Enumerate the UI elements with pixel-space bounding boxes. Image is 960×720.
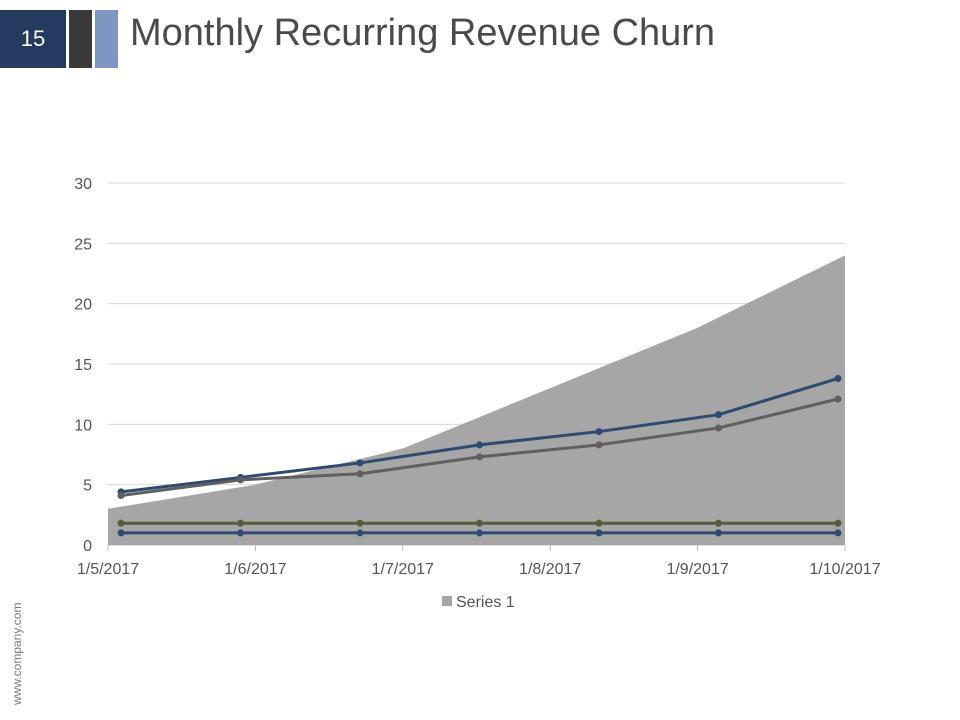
- line-point: [595, 519, 603, 527]
- line-point: [476, 441, 483, 449]
- legend-swatch: [442, 596, 452, 606]
- accent-bar-dark: [69, 10, 92, 68]
- area-series-fill: [108, 255, 845, 545]
- x-tick-label: 1/7/2017: [372, 561, 434, 578]
- x-tick-label: 1/8/2017: [519, 561, 581, 578]
- y-tick-label: 25: [74, 236, 92, 253]
- line-point: [356, 529, 364, 537]
- x-tick-label: 1/5/2017: [77, 561, 139, 578]
- line-point: [237, 519, 244, 527]
- line-point: [595, 529, 603, 537]
- area-series: [108, 255, 845, 545]
- line-point: [595, 441, 603, 449]
- line-series-group: [117, 374, 842, 537]
- x-tick-label: 1/9/2017: [666, 561, 728, 578]
- y-tick-label: 15: [74, 357, 92, 374]
- accent-bar-blue: [95, 10, 118, 68]
- y-tick-label: 10: [74, 417, 92, 434]
- line-point: [715, 424, 722, 432]
- line-point: [715, 519, 722, 527]
- line-point: [834, 529, 842, 537]
- y-axis-ticks: 0 5 10 15 20 25 30: [74, 176, 92, 555]
- y-tick-label: 0: [83, 538, 92, 555]
- line-point: [715, 411, 722, 419]
- line-point: [834, 519, 842, 527]
- y-tick-label: 30: [74, 176, 92, 193]
- x-tick-label: 1/6/2017: [224, 561, 286, 578]
- line-point: [356, 470, 364, 478]
- x-tick-label: 1/10/2017: [809, 561, 880, 578]
- line-point: [476, 453, 483, 461]
- line-point: [356, 519, 364, 527]
- line-point: [476, 519, 483, 527]
- line-point: [117, 492, 125, 500]
- page-title: Monthly Recurring Revenue Churn: [130, 12, 716, 54]
- line-point: [715, 529, 722, 537]
- legend-label: Series 1: [456, 594, 515, 611]
- legend: Series 1: [442, 594, 515, 611]
- y-tick-label: 20: [74, 297, 92, 314]
- line-point: [237, 529, 244, 537]
- y-tick-label: 5: [83, 478, 92, 495]
- x-axis-ticks: 1/5/2017 1/6/2017 1/7/2017 1/8/2017 1/9/2017…: [77, 545, 881, 578]
- line-point: [834, 374, 842, 382]
- line-point: [356, 459, 364, 467]
- line-point: [117, 519, 125, 527]
- line-point: [237, 476, 244, 484]
- slide-number: 15: [0, 10, 66, 68]
- line-point: [476, 529, 483, 537]
- line-point: [595, 428, 603, 436]
- line-point: [117, 529, 125, 537]
- line-point: [834, 395, 842, 403]
